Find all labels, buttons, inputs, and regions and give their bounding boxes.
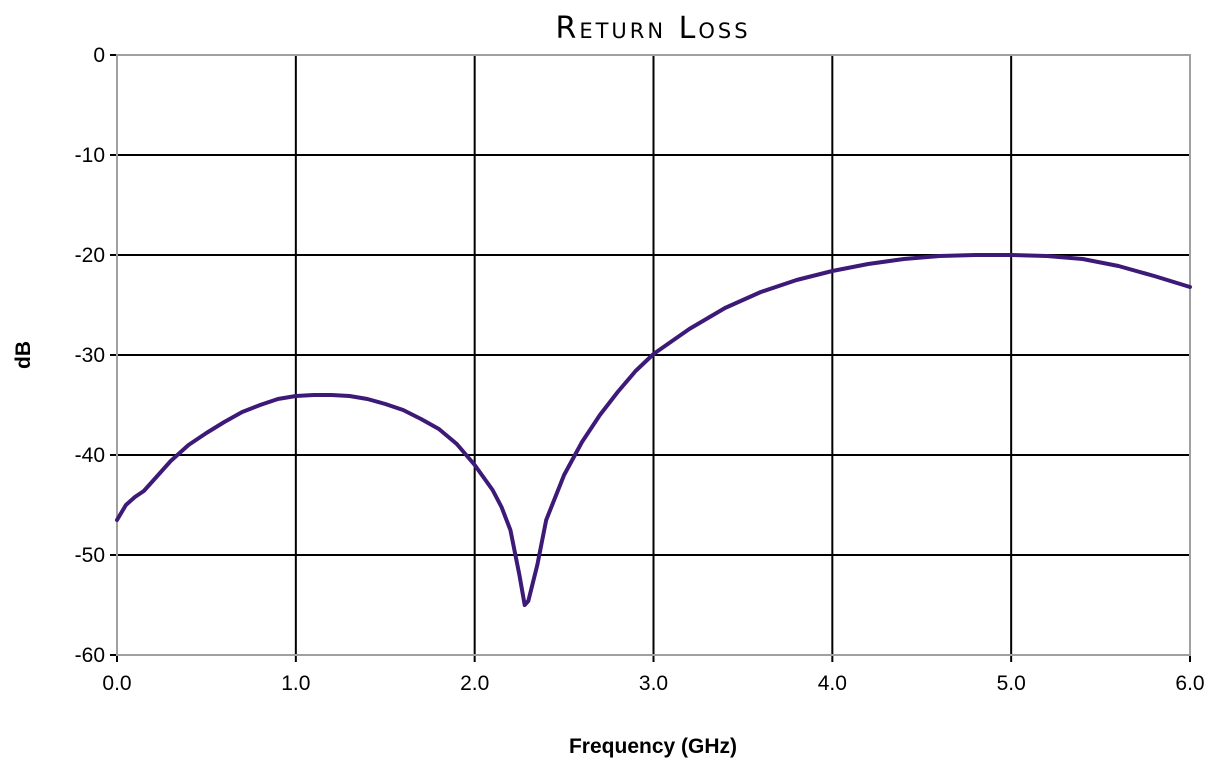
x-tick-label: 6.0 — [1175, 672, 1204, 695]
y-tick-label: -30 — [75, 344, 105, 367]
x-axis-label: Frequency (GHz) — [569, 735, 737, 758]
x-tick-labels: 0.0 1.0 2.0 3.0 4.0 5.0 6.0 — [102, 672, 1204, 695]
y-tick-label: -60 — [75, 644, 105, 667]
x-tick-label: 4.0 — [818, 672, 847, 695]
plot-area — [116, 54, 1191, 656]
y-tick-label: 0 — [93, 44, 105, 67]
x-tick-label: 0.0 — [102, 672, 131, 695]
y-tick-label: -40 — [75, 444, 105, 467]
series-layer — [115, 253, 1192, 607]
y-tick-labels: 0 -10 -20 -30 -40 -50 -60 — [75, 44, 105, 667]
return-loss-line — [115, 253, 1192, 607]
y-tick-label: -20 — [75, 244, 105, 267]
x-tick-label: 1.0 — [281, 672, 310, 695]
x-tick-label: 5.0 — [997, 672, 1026, 695]
plot-frame — [116, 54, 1191, 656]
x-tick-label: 2.0 — [460, 672, 489, 695]
y-tick-label: -10 — [75, 144, 105, 167]
chart-title: Return Loss — [555, 11, 750, 46]
y-tick-label: -50 — [75, 544, 105, 567]
y-axis-label: dB — [12, 341, 35, 369]
x-tick-label: 3.0 — [639, 672, 668, 695]
